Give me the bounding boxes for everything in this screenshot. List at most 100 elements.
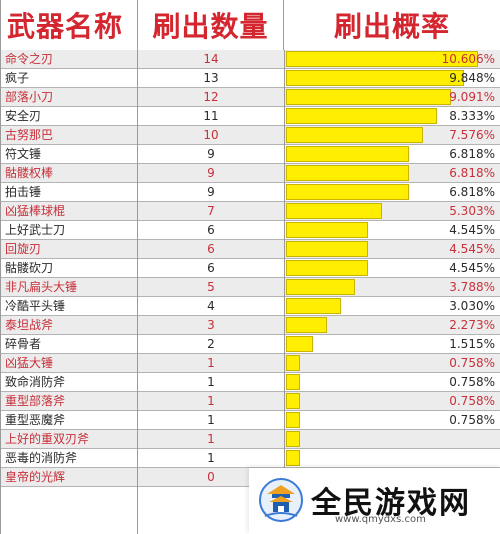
drop-rate-cell: 4.545% (286, 259, 499, 277)
drop-rate-label: 0.758% (449, 413, 495, 427)
drop-rate-bar (286, 355, 300, 371)
drop-rate-label: 5.303% (449, 204, 495, 218)
drop-rate-bar (286, 298, 341, 314)
drop-rate-cell: 0.758% (286, 411, 499, 429)
drop-count: 0 (207, 470, 215, 484)
table-row: 命令之刃 14 10.606% (1, 50, 500, 69)
weapon-name: 碎骨者 (5, 337, 42, 351)
weapon-name: 命令之刃 (5, 52, 54, 66)
table-row: 泰坦战斧 3 2.273% (1, 316, 500, 335)
drop-count: 3 (207, 318, 215, 332)
drop-rate-cell: 9.848% (286, 69, 499, 87)
weapon-name: 骷髅权棒 (5, 166, 54, 180)
drop-rate-label: 4.545% (449, 261, 495, 275)
drop-rate-label: 4.545% (449, 223, 495, 237)
drop-count: 9 (207, 185, 215, 199)
weapon-name: 凶猛棒球棍 (5, 204, 66, 218)
column-divider (284, 50, 285, 534)
watermark-title: 全民游戏网 (311, 486, 471, 521)
drop-rate-bar (286, 317, 328, 333)
drop-count: 2 (207, 337, 215, 351)
drop-rate-label: 7.576% (449, 128, 495, 142)
weapon-name: 骷髅砍刀 (5, 261, 54, 275)
table-row: 骷髅砍刀 6 4.545% (1, 259, 500, 278)
drop-count: 14 (203, 52, 219, 66)
drop-rate-cell: 6.818% (286, 183, 499, 201)
drop-rate-label: 10.606% (441, 52, 495, 66)
header-weapon-name: 武器名称 (1, 0, 138, 50)
weapon-name: 拍击锤 (5, 185, 42, 199)
drop-count: 6 (207, 261, 215, 275)
weapon-name: 凶猛大锤 (5, 356, 54, 370)
drop-rate-bar (286, 336, 314, 352)
table-row: 非凡扁头大锤 5 3.788% (1, 278, 500, 297)
drop-rate-cell: 7.576% (286, 126, 499, 144)
drop-rate-label: 0.758% (449, 356, 495, 370)
table-header: 武器名称 刷出数量 刷出概率 (1, 0, 500, 51)
drop-rate-bar (286, 89, 451, 105)
weapon-name: 非凡扁头大锤 (5, 280, 78, 294)
drop-rate-bar (286, 374, 300, 390)
weapon-name: 重型恶魔斧 (5, 413, 66, 427)
header-drop-rate: 刷出概率 (284, 0, 500, 50)
drop-rate-bar (286, 165, 410, 181)
weapon-name: 致命消防斧 (5, 375, 66, 389)
table-row: 回旋刃 6 4.545% (1, 240, 500, 259)
drop-rate-bar (286, 450, 300, 466)
drop-rate-bar (286, 70, 465, 86)
drop-rate-label: 3.030% (449, 299, 495, 313)
table-row: 凶猛棒球棍 7 5.303% (1, 202, 500, 221)
table-row: 重型部落斧 1 0.758% (1, 392, 500, 411)
table-row: 碎骨者 2 1.515% (1, 335, 500, 354)
drop-count: 7 (207, 204, 215, 218)
drop-count: 13 (203, 71, 219, 85)
weapon-name: 冷酷平头锤 (5, 299, 66, 313)
drop-rate-label: 6.818% (449, 147, 495, 161)
table-row: 冷酷平头锤 4 3.030% (1, 297, 500, 316)
weapon-name: 恶毒的消防斧 (5, 451, 78, 465)
drop-count: 11 (203, 109, 219, 123)
drop-rate-cell: 6.818% (286, 164, 499, 182)
table-row: 上好武士刀 6 4.545% (1, 221, 500, 240)
drop-rate-cell: 4.545% (286, 240, 499, 258)
drop-rate-bar (286, 222, 369, 238)
drop-rate-label: 8.333% (449, 109, 495, 123)
drop-rate-cell: 9.091% (286, 88, 499, 106)
drop-count: 9 (207, 147, 215, 161)
drop-rate-bar (286, 203, 382, 219)
drop-count: 12 (203, 90, 219, 104)
watermark-url[interactable]: www.qmydxs.com (335, 514, 426, 525)
weapon-name: 部落小刀 (5, 90, 54, 104)
drop-rate-bar (286, 279, 355, 295)
drop-rate-cell: 3.788% (286, 278, 499, 296)
table-row: 符文锤 9 6.818% (1, 145, 500, 164)
pagoda-logo-icon (259, 478, 303, 522)
table-row: 恶毒的消防斧 1 (1, 449, 500, 468)
drop-rate-cell: 0.758% (286, 354, 499, 372)
drop-rate-cell: 8.333% (286, 107, 499, 125)
table-row: 致命消防斧 1 0.758% (1, 373, 500, 392)
drop-rate-bar (286, 431, 300, 447)
drop-rate-cell: 2.273% (286, 316, 499, 334)
drop-count: 6 (207, 223, 215, 237)
drop-rate-cell (286, 449, 499, 467)
drop-count: 1 (207, 356, 215, 370)
weapon-name: 泰坦战斧 (5, 318, 54, 332)
drop-rate-label: 9.091% (449, 90, 495, 104)
drop-rate-label: 9.848% (449, 71, 495, 85)
drop-rate-bar (286, 127, 424, 143)
drop-rate-cell (286, 430, 499, 448)
drop-count: 1 (207, 413, 215, 427)
weapon-name: 皇帝的光辉 (5, 470, 66, 484)
table-row: 部落小刀 12 9.091% (1, 88, 500, 107)
watermark-badge: 全民游戏网 www.qmydxs.com (249, 468, 500, 534)
header-drop-count: 刷出数量 (138, 0, 284, 50)
drop-rate-bar (286, 108, 437, 124)
drop-rate-label: 2.273% (449, 318, 495, 332)
table-row: 上好的重双刃斧 1 (1, 430, 500, 449)
drop-rate-cell: 5.303% (286, 202, 499, 220)
drop-rate-label: 0.758% (449, 375, 495, 389)
weapon-name: 上好武士刀 (5, 223, 66, 237)
drop-count: 1 (207, 432, 215, 446)
